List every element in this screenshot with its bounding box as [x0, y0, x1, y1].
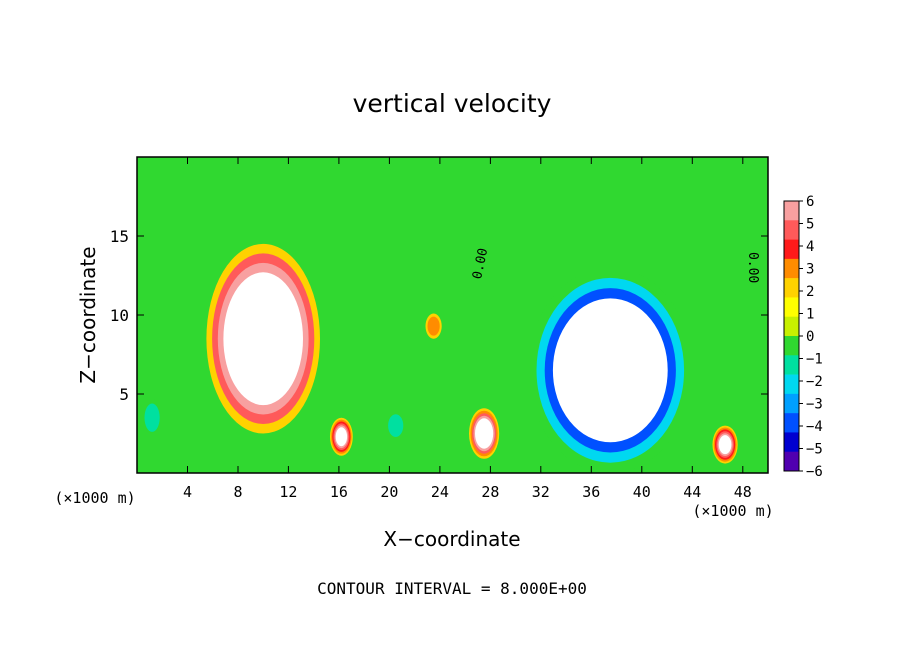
- colorbar-swatch: [784, 336, 799, 356]
- x-tick-label: 16: [330, 483, 348, 501]
- x-unit-right: (×1000 m): [692, 502, 773, 520]
- updraft-cell-4: [425, 313, 442, 339]
- updraft-cell-3: [712, 425, 738, 464]
- colorbar-swatch: [784, 393, 799, 414]
- downdraft-cell-6: [385, 410, 406, 441]
- chart-title: vertical velocity: [353, 89, 552, 118]
- x-tick-label: 48: [734, 483, 752, 501]
- updraft-core-ring: [257, 329, 269, 349]
- downdraft-cell-ring: [394, 423, 398, 428]
- x-tick-label: 36: [582, 483, 600, 501]
- downdraft-core-5: [528, 267, 693, 473]
- colorbar-swatch: [784, 278, 799, 298]
- colorbar-label: 0: [806, 329, 814, 345]
- y-tick-label: 5: [119, 385, 129, 404]
- colorbar-label: 5: [806, 217, 814, 233]
- colorbar-swatch: [784, 220, 799, 240]
- colorbar-label: −4: [806, 419, 823, 435]
- colorbar-label: 3: [806, 262, 814, 278]
- colorbar-swatch: [784, 374, 799, 395]
- colorbar-label: 1: [806, 307, 814, 323]
- downdraft-cell-ring: [150, 415, 154, 421]
- colorbar-swatch: [784, 297, 799, 318]
- colorbar: 6 5 4 3 2 1 0 −1 −2 −3 −4 −5 −6: [783, 194, 823, 480]
- velocity-field: [137, 157, 768, 473]
- colorbar-label: 6: [806, 194, 814, 210]
- colorbar-label: −5: [806, 442, 823, 458]
- colorbar-swatch: [784, 432, 799, 453]
- downdraft-core-ring: [602, 360, 619, 381]
- colorbar-label: −2: [806, 374, 823, 390]
- colorbar-label: −6: [806, 464, 823, 480]
- x-tick-label: 32: [532, 483, 550, 501]
- updraft-cell-1: [469, 408, 500, 459]
- y-tick-label: 15: [110, 227, 129, 246]
- x-tick-label: 8: [233, 483, 242, 501]
- colorbar-label: −3: [806, 397, 823, 413]
- x-tick-label: 12: [279, 483, 297, 501]
- x-unit-left: (×1000 m): [54, 489, 135, 507]
- contour-labels: 0.00 0.00: [470, 247, 760, 283]
- x-tick-label: 4: [183, 483, 192, 501]
- x-axis-label: X−coordinate: [383, 527, 520, 551]
- colorbar-swatch: [784, 355, 799, 375]
- x-tick-label: 20: [380, 483, 398, 501]
- colorbar-swatch: [784, 201, 799, 221]
- updraft-core-0: [206, 243, 320, 434]
- y-axis: 5 10 15: [110, 227, 768, 404]
- colorbar-label: 2: [806, 284, 814, 300]
- updraft-cell-ring: [482, 431, 486, 436]
- colorbar-swatch: [784, 413, 799, 433]
- contour-interval-note: CONTOUR INTERVAL = 8.000E+00: [317, 579, 587, 598]
- colorbar-swatch: [784, 451, 799, 472]
- contour-label: 0.00: [470, 247, 491, 281]
- contour-label: 0.00: [745, 252, 760, 283]
- updraft-cell-ring: [723, 442, 727, 447]
- downdraft-cell-7: [142, 398, 163, 437]
- colorbar-swatch: [784, 316, 799, 337]
- updraft-cell-2: [330, 417, 353, 456]
- x-tick-label: 40: [633, 483, 651, 501]
- y-axis-label: Z−coordinate: [76, 246, 100, 383]
- x-tick-label: 24: [431, 483, 449, 501]
- colorbar-label: 4: [806, 239, 814, 255]
- y-tick-label: 10: [110, 306, 129, 325]
- x-axis: 4 8 12 16 20 24 28 32 36 40 44 48: [183, 157, 752, 501]
- colorbar-label: −1: [806, 352, 823, 368]
- updraft-cell-ring: [340, 434, 343, 439]
- x-tick-label: 44: [683, 483, 701, 501]
- x-tick-label: 28: [481, 483, 499, 501]
- colorbar-swatch: [784, 239, 799, 260]
- colorbar-swatch: [784, 258, 799, 279]
- updraft-cell-ring: [432, 324, 435, 328]
